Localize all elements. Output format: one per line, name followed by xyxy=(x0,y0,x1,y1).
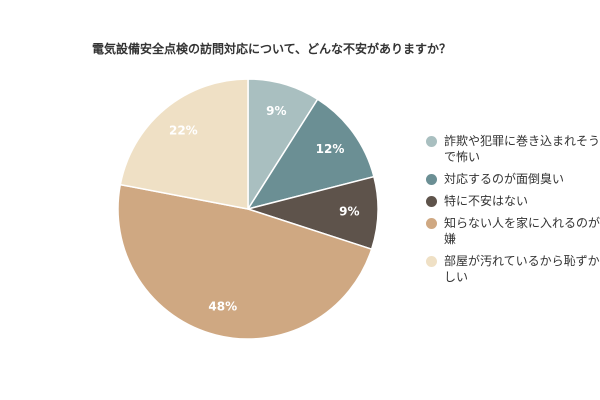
legend-swatch xyxy=(426,136,437,147)
legend-swatch xyxy=(426,256,437,267)
pie-slice-4 xyxy=(117,183,373,340)
legend-item-5[interactable]: 部屋が汚れているから恥ずかしい xyxy=(426,253,600,285)
chart-title: 電気設備安全点検の訪問対応について、どんな不安がありますか？ xyxy=(92,42,452,56)
slice-label-4: 48% xyxy=(208,300,237,314)
legend-label: 知らない人を家に入れるのが嫌 xyxy=(444,216,600,246)
slice-label-3: 9% xyxy=(339,205,359,219)
legend-swatch xyxy=(426,174,437,185)
legend-label: 対応するのが面倒臭い xyxy=(444,172,565,186)
slice-label-5: 22% xyxy=(169,123,198,137)
legend-label: 部屋が汚れているから恥ずかしい xyxy=(444,254,600,284)
slice-label-2: 12% xyxy=(316,142,345,156)
legend-swatch xyxy=(426,218,437,229)
pie-slice-5 xyxy=(119,78,249,210)
legend: 詐欺や犯罪に巻き込まれそうで怖い対応するのが面倒臭い 特に不安はない知らない人を家… xyxy=(426,133,600,291)
legend-label: 特に不安はない xyxy=(444,194,529,208)
legend-item-3[interactable]: 特に不安はない xyxy=(426,193,600,209)
legend-item-2[interactable]: 対応するのが面倒臭い xyxy=(426,171,600,187)
legend-label: 詐欺や犯罪に巻き込まれそうで怖い xyxy=(444,134,600,164)
slice-label-1: 9% xyxy=(266,104,286,118)
legend-item-1[interactable]: 詐欺や犯罪に巻き込まれそうで怖い xyxy=(426,133,600,165)
pie-slice-2 xyxy=(246,98,375,211)
legend-item-4[interactable]: 知らない人を家に入れるのが嫌 xyxy=(426,215,600,247)
legend-swatch xyxy=(426,196,437,207)
